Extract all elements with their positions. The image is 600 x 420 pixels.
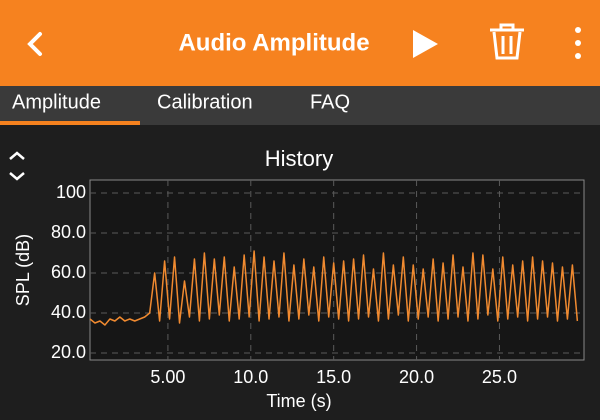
y-tick-label: 40.0 [51,302,86,322]
app-title: Audio Amplitude [178,29,369,56]
x-tick-label: 25.0 [482,367,517,387]
y-tick-label: 60.0 [51,262,86,282]
data-line [89,250,579,326]
plot: 20.0 40.0 60.0 80.0 100 5.00 10.0 15.0 20.0 25.0 [51,180,584,387]
delete-button[interactable] [490,23,524,60]
tab[interactable]: Amplitude [12,91,101,113]
y-axis-label: SPL (dB) [13,234,33,306]
tab[interactable]: FAQ [310,91,350,113]
y-tick-label: 20.0 [51,342,86,362]
play-button[interactable] [413,30,438,58]
tab-bar [0,86,600,125]
back-button[interactable] [27,32,42,56]
chart-title: History [265,146,333,171]
x-tick-label: 20.0 [399,367,434,387]
tab-indicator [0,121,140,125]
x-tick-label: 15.0 [316,367,351,387]
x-tick-label: 10.0 [233,367,268,387]
x-axis-label: Time (s) [266,391,331,411]
x-tick-label: 5.00 [150,367,185,387]
app-bar [0,0,600,86]
sort-toggle[interactable] [9,151,25,181]
tab[interactable]: Calibration [157,91,253,113]
menu-button[interactable] [575,27,581,59]
y-tick-label: 100 [56,182,86,202]
y-tick-label: 80.0 [51,222,86,242]
